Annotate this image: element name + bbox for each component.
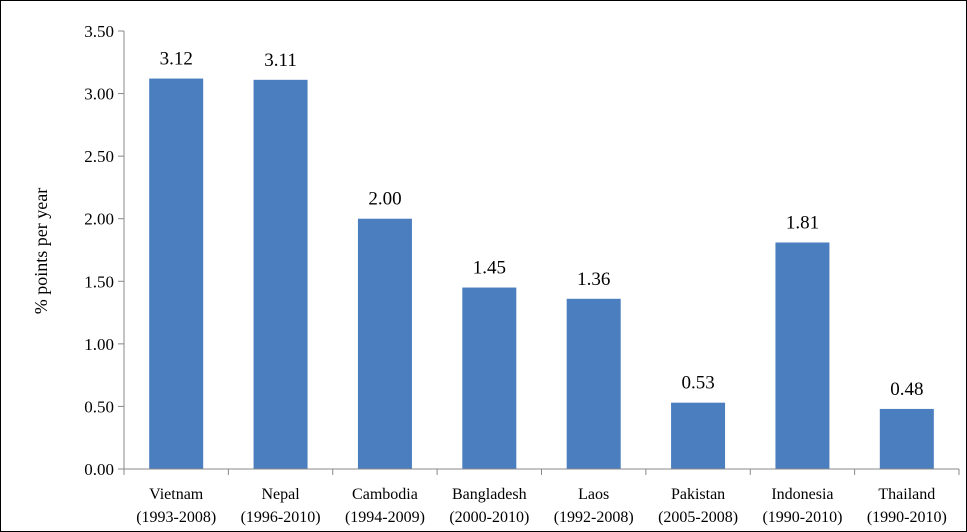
x-tick-label: Indonesia	[771, 486, 833, 503]
y-axis-ticks: 0.00 0.50 1.00 1.50 2.00 2.50 3.00 3.50	[84, 22, 124, 479]
data-label: 2.00	[368, 189, 401, 210]
data-label: 3.12	[160, 49, 193, 70]
x-tick-label: Pakistan	[671, 486, 725, 503]
x-tick-label-period: (1993-2008)	[136, 509, 216, 526]
y-tick-label: 2.50	[84, 147, 114, 166]
bar	[253, 79, 308, 469]
x-tick-label: Laos	[578, 486, 609, 503]
x-tick-label: Bangladesh	[452, 486, 527, 503]
x-tick-label: Nepal	[261, 486, 300, 503]
data-label: 0.53	[681, 373, 714, 394]
x-tick-label-period: (2000-2010)	[449, 509, 529, 526]
x-tick-label-period: (1996-2010)	[241, 509, 321, 526]
x-tick-label: Thailand	[878, 486, 935, 503]
x-tick-label: Cambodia	[352, 486, 418, 503]
x-tick-label-period: (2005-2008)	[658, 509, 738, 526]
y-tick-label: 3.50	[84, 22, 114, 41]
bar	[566, 298, 621, 469]
data-label: 1.36	[577, 269, 610, 290]
data-label: 0.48	[890, 379, 923, 400]
data-label: 3.11	[264, 50, 297, 71]
bar	[149, 78, 204, 469]
data-label: 1.45	[473, 258, 506, 279]
y-axis-title: % points per year	[31, 188, 51, 314]
y-tick-label: 1.50	[84, 272, 114, 291]
y-tick-label: 0.00	[84, 460, 114, 479]
bars	[149, 78, 934, 469]
bar	[879, 408, 934, 469]
data-labels: 3.12 3.11 2.00 1.45 1.36 0.53 1.81 0.48	[160, 49, 924, 400]
y-tick-label: 3.00	[84, 85, 114, 104]
x-tick-label-period: (1990-2010)	[867, 509, 947, 526]
x-tick-label-period: (1990-2010)	[762, 509, 842, 526]
bar	[671, 402, 726, 469]
y-tick-label: 1.00	[84, 335, 114, 354]
y-tick-label: 0.50	[84, 397, 114, 416]
bar	[357, 218, 412, 469]
x-tick-label-period: (1994-2009)	[345, 509, 425, 526]
y-tick-label: 2.00	[84, 210, 114, 229]
x-tick-label: Vietnam	[149, 486, 204, 503]
x-axis-labels: Vietnam (1993-2008) Nepal (1996-2010) Cambod…	[123, 469, 960, 526]
bar	[462, 287, 517, 469]
data-label: 1.81	[786, 212, 819, 233]
x-tick-label-period: (1992-2008)	[554, 509, 634, 526]
bar	[775, 242, 830, 469]
